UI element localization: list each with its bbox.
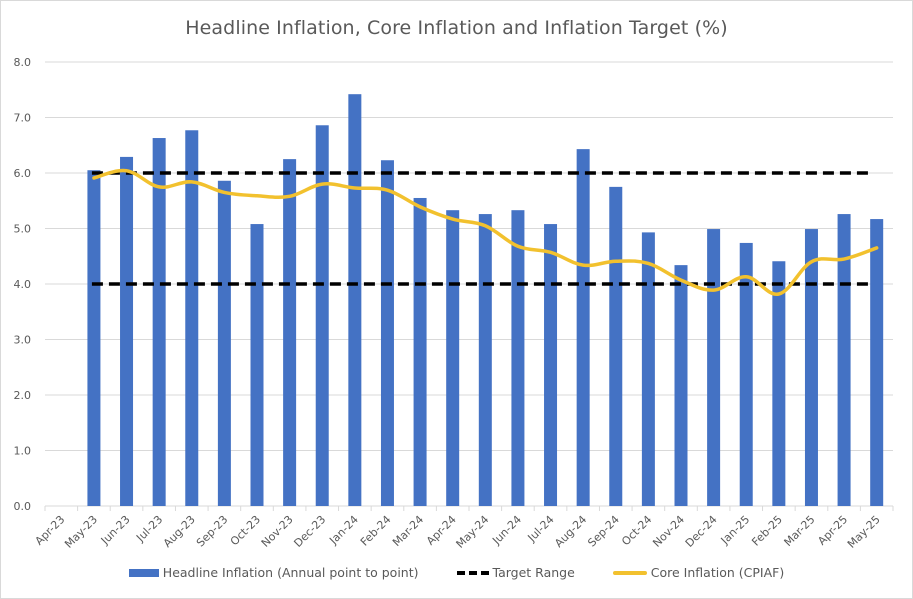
y-tick-label: 2.0 xyxy=(14,389,32,402)
target-range-lines xyxy=(91,171,869,286)
bar-headline xyxy=(185,130,199,506)
y-tick-label: 6.0 xyxy=(14,167,32,180)
x-tick-label: Mar-25 xyxy=(781,513,817,549)
x-tick-label: Sep-23 xyxy=(194,513,231,550)
bar-headline xyxy=(348,94,362,506)
gridlines xyxy=(45,61,893,451)
x-tick-label: May-23 xyxy=(62,513,100,551)
legend-swatch-target xyxy=(456,570,489,575)
legend-item-core: Core Inflation (CPIAF) xyxy=(612,565,785,580)
x-tick-label: Mar-24 xyxy=(390,513,426,549)
bar-headline xyxy=(380,160,394,507)
bar-headline xyxy=(283,159,297,506)
bar-headline xyxy=(576,149,590,506)
x-tick-label: Feb-25 xyxy=(749,513,785,549)
x-tick-label: Oct-23 xyxy=(228,513,263,548)
y-tick-label: 3.0 xyxy=(14,334,32,347)
bar-headline xyxy=(837,214,851,506)
bar-headline xyxy=(446,210,460,506)
x-tick-label: Jun-23 xyxy=(98,513,133,548)
y-tick-label: 8.0 xyxy=(14,56,32,69)
x-tick-label: Aug-23 xyxy=(161,513,198,550)
legend-label-headline: Headline Inflation (Annual point to poin… xyxy=(162,565,419,580)
bar-headline xyxy=(870,219,884,506)
x-tick-label: Aug-24 xyxy=(552,513,589,550)
bar-headline xyxy=(120,156,134,506)
legend-item-headline: Headline Inflation (Annual point to poin… xyxy=(128,565,419,580)
bar-headline xyxy=(413,197,427,506)
x-tick-label: May-25 xyxy=(845,513,883,551)
x-tick-label: Dec-24 xyxy=(683,513,720,550)
y-tick-label: 4.0 xyxy=(14,278,32,291)
bar-headline xyxy=(674,265,688,506)
x-tick-label: Jan-24 xyxy=(326,513,361,548)
core-inflation-series xyxy=(92,168,879,296)
bar-headline xyxy=(804,229,818,506)
x-tick-label: Nov-23 xyxy=(259,513,296,550)
bar-headline xyxy=(739,242,753,506)
x-tick-label: Nov-24 xyxy=(650,513,687,550)
bar-headline xyxy=(511,210,525,506)
bar-headline xyxy=(315,125,329,507)
legend-label-core: Core Inflation (CPIAF) xyxy=(650,565,785,580)
bar-headline xyxy=(544,224,558,506)
bar-headline xyxy=(152,138,166,506)
y-tick-label: 5.0 xyxy=(14,223,32,236)
bar-headline xyxy=(609,186,623,506)
legend-item-target: Target Range xyxy=(456,565,575,580)
chart-title: Headline Inflation, Core Inflation and I… xyxy=(185,17,728,39)
y-tick-label: 0.0 xyxy=(14,500,32,513)
legend: Headline Inflation (Annual point to poin… xyxy=(0,565,913,580)
bar-headline xyxy=(217,180,231,506)
x-tick-label: Jun-24 xyxy=(489,513,524,548)
x-axis xyxy=(44,505,894,511)
y-tick-label: 7.0 xyxy=(14,112,32,125)
bar-headline xyxy=(250,224,264,506)
y-axis-tick-labels: 0.0 1.0 2.0 3.0 4.0 5.0 6.0 7.0 8.0 xyxy=(14,56,32,513)
bar-headline xyxy=(87,170,101,506)
y-tick-label: 1.0 xyxy=(14,445,32,458)
legend-swatch-core xyxy=(612,570,647,575)
bar-headline xyxy=(478,214,492,506)
bar-headline xyxy=(641,232,655,506)
headline-bars xyxy=(87,94,884,507)
x-tick-label: Jan-25 xyxy=(718,513,753,548)
legend-label-target: Target Range xyxy=(492,565,575,580)
x-tick-label: Dec-23 xyxy=(291,513,328,550)
x-tick-label: Oct-24 xyxy=(619,513,654,548)
x-tick-label: May-24 xyxy=(454,513,492,551)
x-tick-label: Feb-24 xyxy=(358,513,394,549)
bar-headline xyxy=(707,229,721,506)
bar-headline xyxy=(772,261,786,506)
legend-swatch-headline xyxy=(128,568,159,577)
x-tick-label: Sep-24 xyxy=(585,513,622,550)
